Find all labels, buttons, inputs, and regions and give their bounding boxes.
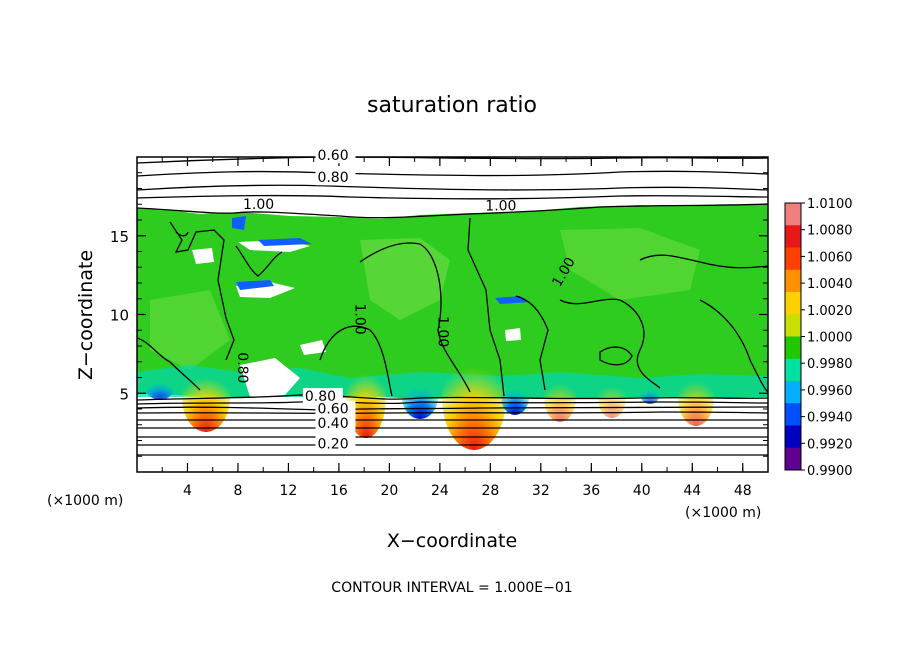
contour-label: 0.80 [234, 352, 250, 383]
colorbar-swatch [785, 403, 801, 426]
x-tick-label: 36 [582, 483, 600, 499]
colorbar-swatch [785, 381, 801, 404]
colorbar-label: 1.0040 [807, 277, 853, 292]
x-tick-label: 12 [280, 483, 298, 499]
y-tick-label: 10 [110, 307, 129, 325]
x-tick-label: 40 [633, 483, 651, 499]
saturated-region [137, 204, 768, 399]
contour-label-bg [315, 435, 356, 452]
colorbar-swatch [785, 447, 801, 471]
contour-labels: 0.600.801.00 1.001.00 1.001.000.800.800.60… [234, 147, 579, 452]
chart-title: saturation ratio [367, 93, 537, 118]
x-tick-label: 16 [330, 483, 348, 499]
x-tick-label: 20 [380, 483, 398, 499]
contour-label: 0.60 [317, 148, 348, 164]
y-tick-label: 5 [119, 385, 129, 403]
contour-label: 1.00 [485, 199, 516, 215]
colorbar-label: 0.9900 [807, 464, 853, 479]
x-tick-label: 32 [532, 483, 550, 499]
colorbar-label: 1.0000 [807, 331, 853, 346]
colorbar-swatch [785, 314, 801, 337]
colorbar-label: 1.0100 [807, 197, 853, 212]
colorbar-swatch [785, 247, 801, 271]
x-tick-label: 4 [183, 483, 192, 499]
colorbar-label: 0.9940 [807, 411, 853, 426]
colorbar-swatch [785, 292, 801, 315]
x-tick-label: 44 [683, 483, 701, 499]
x-tick-label: 48 [734, 483, 752, 499]
contour-label: 1.00 [435, 316, 451, 347]
colorbar: 1.0100 1.0080 1.0060 1.0040 1.0020 1.0000 0.99… [784, 197, 853, 479]
x-tick-label: 8 [233, 483, 242, 499]
y-tick-label: 15 [110, 228, 129, 246]
contour-label-bg [302, 388, 343, 405]
colorbar-label: 1.0020 [807, 304, 853, 319]
contour-label-bg [315, 147, 356, 164]
x-tick-label: 24 [431, 483, 449, 499]
contour-label-bg [315, 169, 356, 186]
contour-label-bg [315, 414, 356, 431]
colorbar-swatch [785, 358, 801, 382]
y-axis: 5 10 15 [110, 172, 768, 457]
x-unit-right: (×1000 m) [685, 505, 761, 521]
colorbar-label: 0.9920 [807, 437, 853, 452]
contour-label: 0.20 [317, 436, 348, 452]
colorbar-label: 0.9960 [807, 384, 853, 399]
contour-label: 1.00 [351, 303, 367, 334]
colorbar-swatch [785, 425, 801, 449]
contour-label: 0.80 [317, 170, 348, 186]
y-axis-label: Z−coordinate [75, 250, 97, 380]
saturation-field [137, 157, 768, 472]
contour-interval-note: CONTOUR INTERVAL = 1.000E−01 [331, 580, 572, 596]
x-axis: 4 8 12 16 20 24 28 32 36 40 44 48 [161, 157, 752, 499]
colorbar-swatch [785, 225, 801, 248]
contour-label: 1.00 [243, 197, 274, 213]
x-tick-label: 28 [481, 483, 499, 499]
colorbar-label: 0.9980 [807, 357, 853, 372]
contour-label-bg [315, 400, 356, 417]
colorbar-swatch [785, 269, 801, 293]
contour-label: 0.40 [317, 416, 348, 432]
colorbar-label: 1.0080 [807, 224, 853, 239]
x-axis-label: X−coordinate [387, 530, 517, 552]
colorbar-swatch [785, 203, 801, 226]
colorbar-label: 1.0060 [807, 250, 853, 265]
x-unit-left: (×1000 m) [47, 493, 123, 509]
colorbar-swatch [785, 336, 801, 360]
contour-label: 0.60 [317, 402, 348, 418]
